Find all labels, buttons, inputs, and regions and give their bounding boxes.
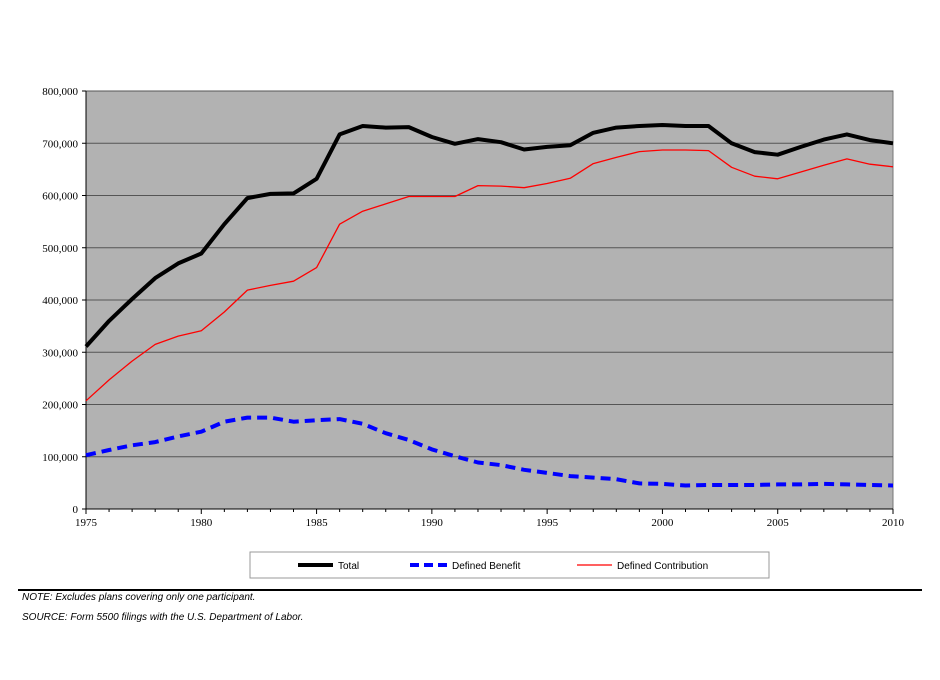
x-tick-label: 2005 [767,517,790,529]
series-lines [84,123,894,488]
x-axis-ticks: 1975 1980 1985 1990 1995 2000 2005 2010 [75,509,905,529]
y-tick-label: 300,000 [42,347,78,359]
series-line-defined-contribution [85,149,894,402]
y-tick-label: 800,000 [42,86,78,98]
x-tick-label: 1995 [536,517,559,529]
x-tick-label: 1980 [190,517,213,529]
y-tick-label: 400,000 [42,295,78,307]
legend-label-defined-benefit: Defined Benefit [452,561,521,572]
y-tick-label: 700,000 [42,138,78,150]
legend-label-total: Total [338,561,359,572]
x-tick-label: 1975 [75,517,98,529]
y-tick-label: 0 [73,504,79,516]
x-tick-label: 1990 [421,517,444,529]
footer-divider [18,589,922,591]
y-tick-label: 600,000 [42,191,78,203]
y-tick-label: 100,000 [42,452,78,464]
legend-label-defined-contribution: Defined Contribution [617,561,708,572]
x-tick-label: 1985 [306,517,329,529]
y-tick-label: 200,000 [42,400,78,412]
chart-note: NOTE: Excludes plans covering only one p… [22,592,256,603]
y-tick-label: 500,000 [42,243,78,255]
x-tick-label: 2010 [882,517,905,529]
chart-source: SOURCE: Form 5500 filings with the U.S. … [22,612,304,623]
line-chart: 0 100,000 200,000 300,000 400,000 500,000 600,… [42,86,905,579]
legend: Total Defined Benefit Defined Contributi… [249,551,770,579]
gridlines [86,90,893,458]
x-tick-label: 2000 [651,517,674,529]
series-line-total [84,123,894,348]
legend-box [249,551,770,579]
y-axis-ticks: 0 100,000 200,000 300,000 400,000 500,000 600,… [42,86,86,516]
